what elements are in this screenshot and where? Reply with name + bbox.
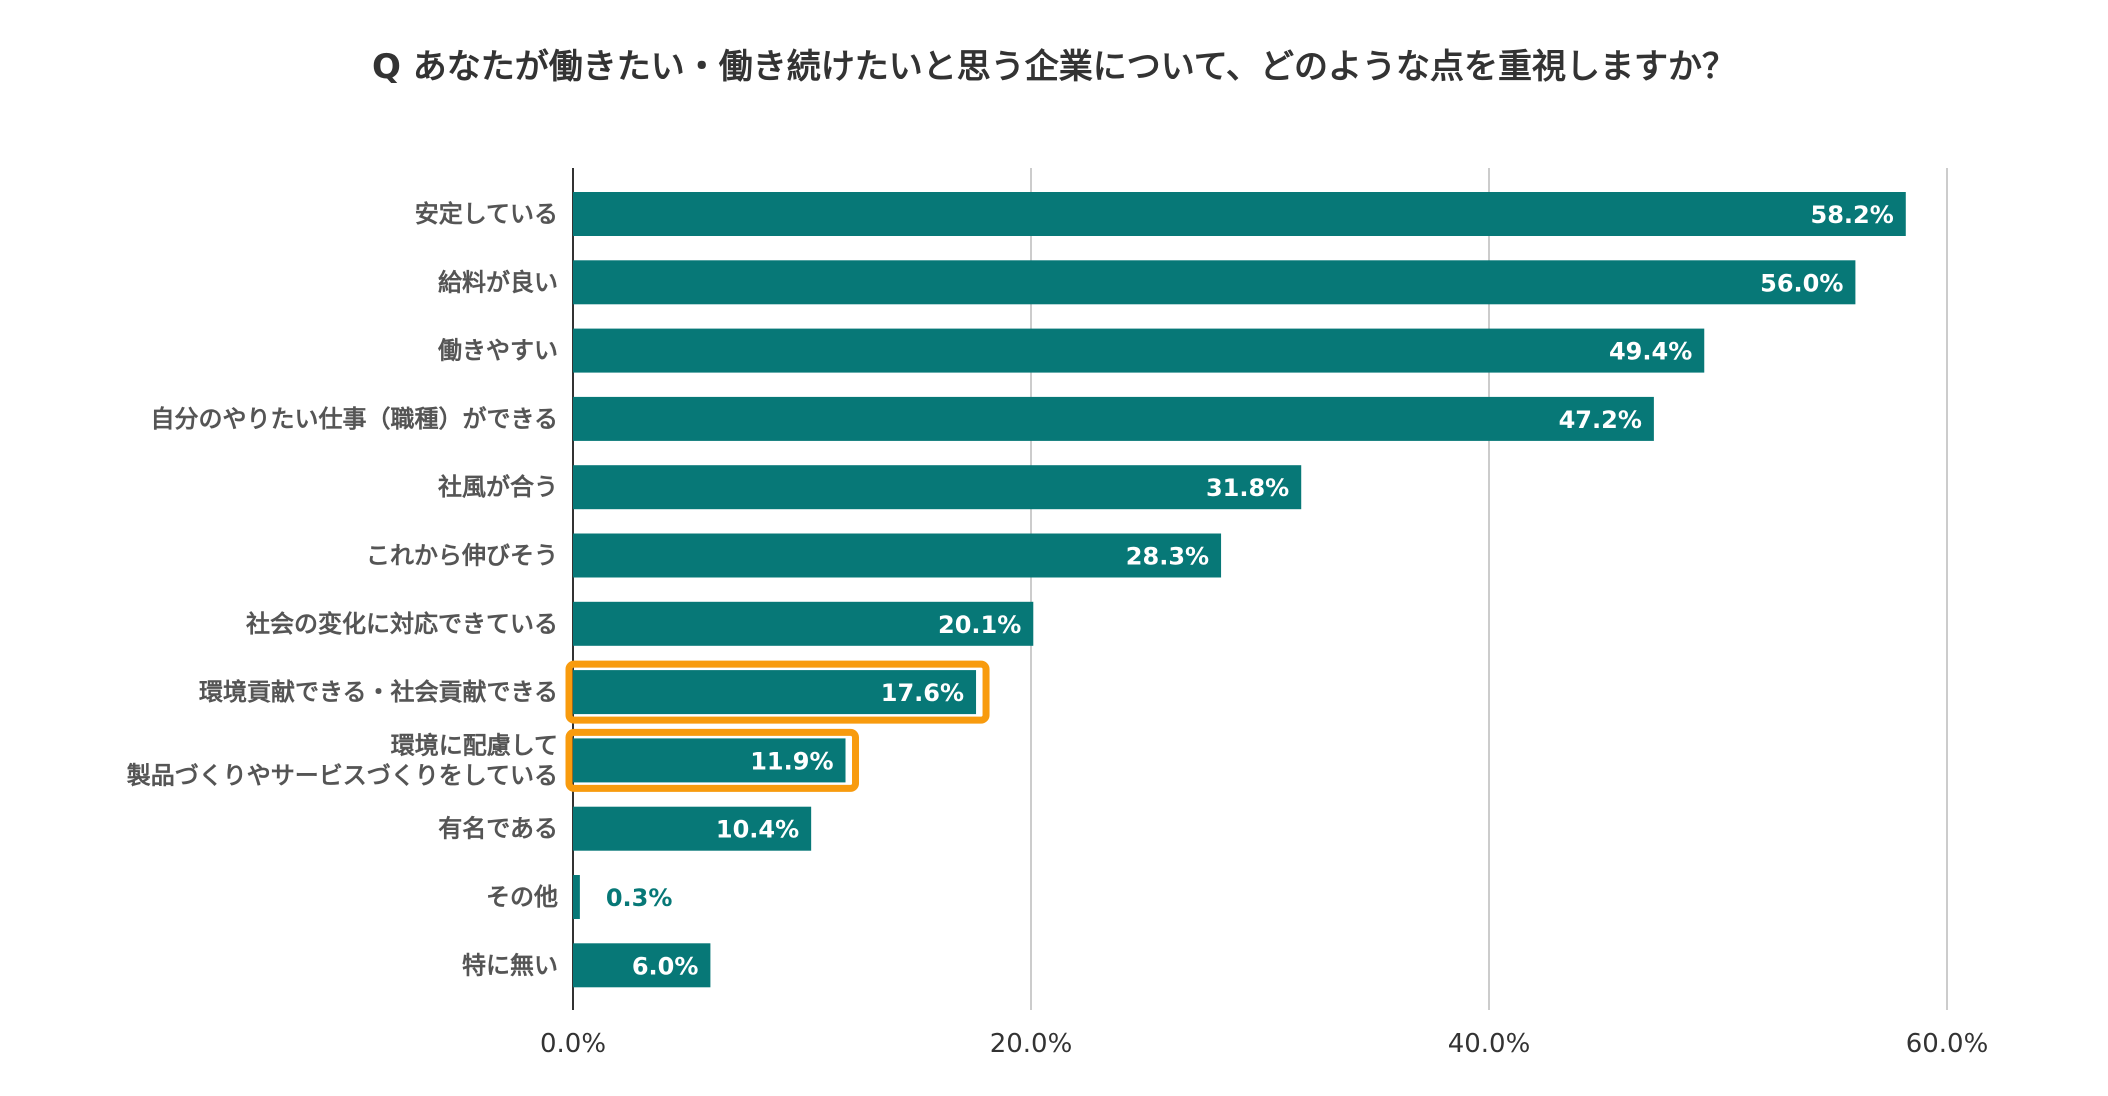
data-label: 6.0%: [632, 952, 699, 980]
bar: [573, 670, 977, 715]
data-label: 31.8%: [1206, 474, 1289, 502]
data-label: 58.2%: [1811, 201, 1894, 229]
bar: [573, 396, 1654, 441]
data-label: 56.0%: [1760, 269, 1843, 297]
data-label: 49.4%: [1609, 338, 1692, 366]
bar: [573, 192, 1906, 236]
data-label: 28.3%: [1126, 543, 1209, 571]
category-label: 給料が良い: [438, 268, 558, 296]
data-label: 47.2%: [1559, 406, 1642, 434]
bar: [573, 465, 1302, 510]
category-label: 特に無い: [462, 951, 558, 979]
data-label: 0.3%: [606, 884, 673, 912]
bar: [573, 738, 846, 783]
data-label: 20.1%: [938, 611, 1021, 639]
data-label: 10.4%: [716, 816, 799, 844]
category-label: これから伸びそう: [366, 542, 558, 570]
bar: [573, 533, 1222, 578]
x-tick-label: 60.0%: [1906, 1029, 1989, 1059]
bar: [573, 875, 580, 919]
category-label: 製品づくりやサービスづくりをしている: [127, 761, 558, 789]
highlight-box: [565, 728, 860, 792]
data-label: 17.6%: [881, 679, 964, 707]
x-tick-label: 20.0%: [990, 1029, 1073, 1059]
x-tick-label: 0.0%: [540, 1029, 606, 1059]
x-tick-label: 40.0%: [1448, 1029, 1531, 1059]
category-label: 働きやすい: [437, 337, 558, 365]
bar: [573, 328, 1705, 373]
category-label: 環境貢献できる・社会貢献できる: [199, 678, 558, 706]
category-label: 社会の変化に対応できている: [246, 610, 558, 638]
chart-title: Q あなたが働きたい・働き続けたいと思う企業について、どのような点を重視しますか…: [372, 47, 1736, 87]
category-label: 社風が合う: [438, 473, 558, 501]
highlight-box: [565, 660, 990, 724]
category-label: その他: [486, 883, 558, 911]
category-label: 安定している: [415, 200, 558, 228]
category-label: 有名である: [438, 815, 558, 843]
bar: [573, 601, 1034, 646]
category-label: 自分のやりたい仕事（職種）ができる: [150, 405, 558, 433]
bar: [573, 806, 812, 851]
category-label: 環境に配慮して: [391, 731, 558, 759]
data-label: 11.9%: [750, 747, 833, 775]
bar: [573, 260, 1856, 305]
bar: [573, 943, 711, 988]
